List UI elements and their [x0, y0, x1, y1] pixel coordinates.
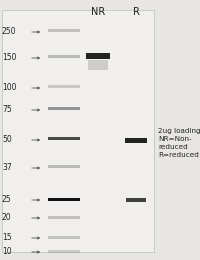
Text: 15: 15: [2, 233, 12, 243]
Text: 10: 10: [2, 248, 12, 257]
Text: 75: 75: [2, 106, 12, 114]
Text: 50: 50: [2, 135, 12, 145]
Bar: [48, 84, 80, 88]
Bar: [48, 165, 80, 167]
Text: 100: 100: [2, 83, 16, 93]
Bar: [48, 236, 80, 238]
Text: 250: 250: [2, 28, 16, 36]
Bar: [125, 138, 147, 142]
Bar: [48, 136, 80, 140]
Bar: [86, 53, 110, 59]
Bar: [48, 55, 80, 57]
Bar: [48, 216, 80, 218]
Bar: [88, 60, 108, 70]
Text: 37: 37: [2, 164, 12, 172]
Text: 2ug loading
NR=Non-
reduced
R=reduced: 2ug loading NR=Non- reduced R=reduced: [158, 128, 200, 158]
Text: 20: 20: [2, 213, 12, 223]
Bar: [2, 10, 154, 252]
Text: 25: 25: [2, 196, 12, 205]
Bar: [48, 250, 80, 252]
Bar: [48, 29, 80, 31]
Text: R: R: [133, 7, 139, 17]
Bar: [48, 107, 80, 109]
Bar: [48, 198, 80, 200]
Text: 150: 150: [2, 54, 16, 62]
Bar: [126, 198, 146, 202]
Text: NR: NR: [91, 7, 105, 17]
